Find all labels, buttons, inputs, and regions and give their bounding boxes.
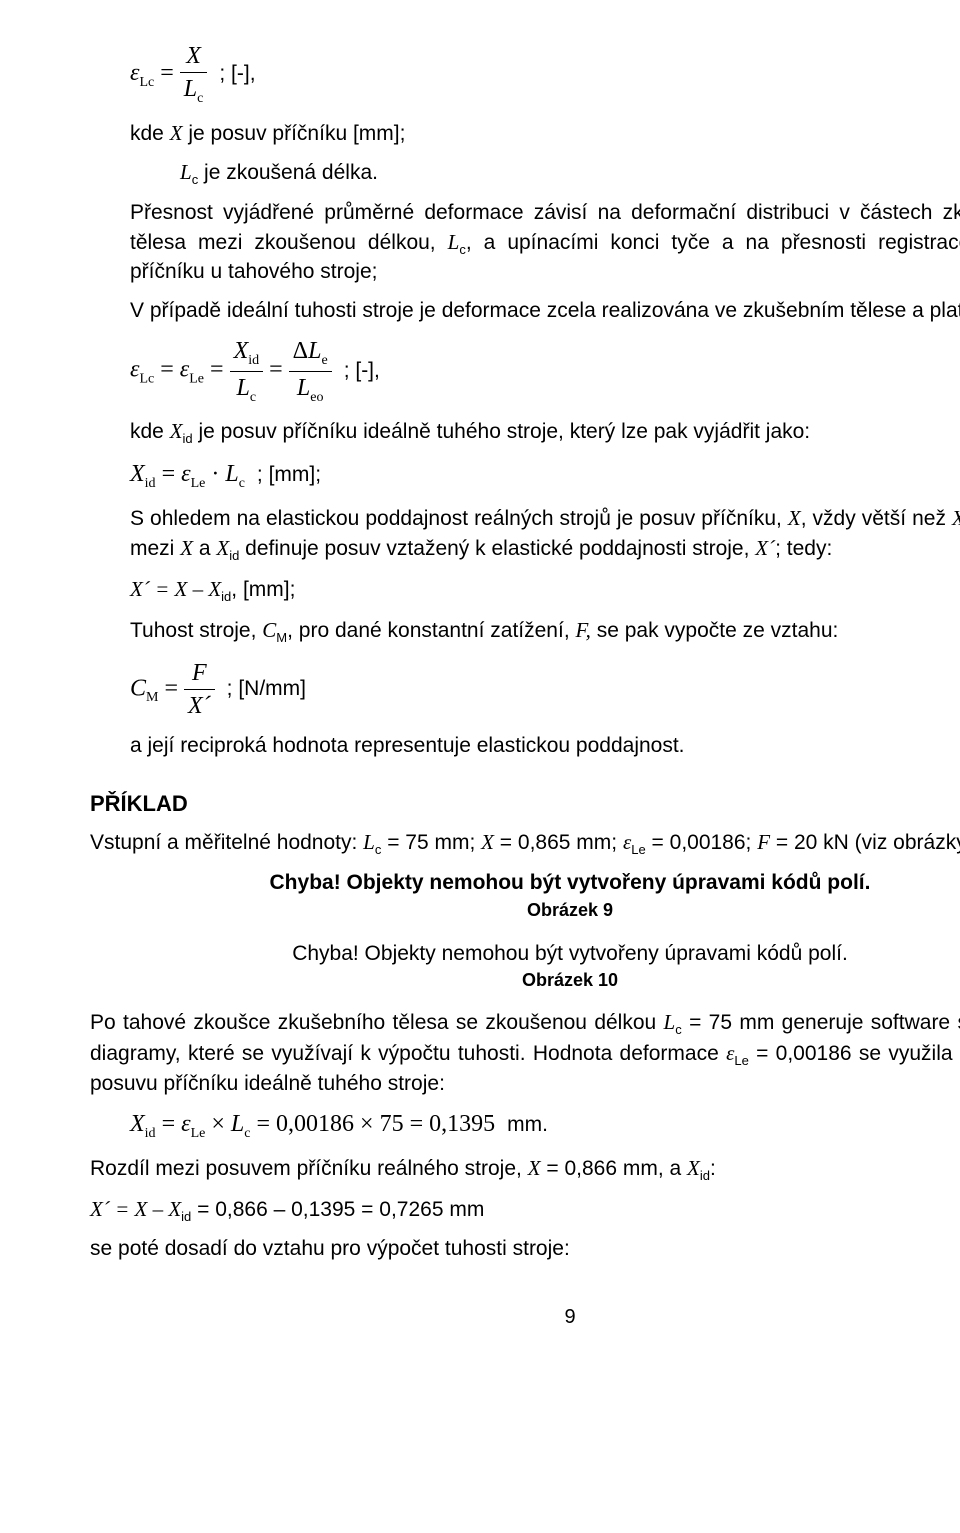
para-idealni: V případě ideální tuhosti stroje je defo… <box>130 297 960 325</box>
equation-eps-lc: εLc = X Lc ; [-], <box>130 40 960 109</box>
para-kde-x: kde X je posuv příčníku [mm]; <box>130 119 960 148</box>
equation-xid: Xid = εLe · Lc ; [mm]; <box>130 458 960 494</box>
equation-eps-lc-le: εLc = εLe = Xid Lc = ΔLe Leo ; [-], <box>130 335 960 407</box>
para-vstupni: Vstupní a měřitelné hodnoty: Lc = 75 mm;… <box>90 828 960 859</box>
error-line-1: Chyba! Objekty nemohou být vytvořeny úpr… <box>90 869 960 897</box>
unit-trail: ; [-], <box>219 62 255 85</box>
para-s-ohledem: S ohledem na elastickou poddajnost reáln… <box>130 504 960 565</box>
para-tuhost: Tuhost stroje, CM, pro dané konstantní z… <box>130 616 960 647</box>
page-number: 9 <box>90 1304 960 1331</box>
para-presnost: Přesnost vyjádřené průměrné deformace zá… <box>130 199 960 286</box>
fraction: X Lc <box>180 40 208 109</box>
para-lc-def: Lc je zkoušená délka. <box>180 158 960 189</box>
para-kde-xid: kde Xid je posuv příčníku ideálně tuhého… <box>130 417 960 448</box>
equation-xprime-diff: X´ = X – Xid, [mm]; <box>130 575 960 606</box>
figure-9-caption: Obrázek 9 <box>90 898 960 922</box>
para-po-tahove: Po tahové zkoušce zkušebního tělesa se z… <box>90 1008 960 1098</box>
para-reciproka: a její reciproká hodnota representuje el… <box>130 732 960 760</box>
section-priklad: PŘÍKLAD <box>90 789 960 819</box>
error-line-2: Chyba! Objekty nemohou být vytvořeny úpr… <box>90 940 960 968</box>
para-rozdil: Rozdíl mezi posuvem příčníku reálného st… <box>90 1154 960 1185</box>
equation-xprime-numeric: X´ = X – Xid = 0,866 – 0,1395 = 0,7265 m… <box>90 1195 960 1226</box>
equation-xid-numeric: Xid = εLe × Lc = 0,00186 × 75 = 0,1395 m… <box>130 1108 960 1144</box>
para-se-pote: se poté dosadí do vztahu pro výpočet tuh… <box>90 1235 960 1263</box>
equation-cm: CM = F X´ ; [N/mm] <box>130 657 960 723</box>
figure-10-caption: Obrázek 10 <box>90 968 960 992</box>
sub: Lc <box>139 75 154 90</box>
